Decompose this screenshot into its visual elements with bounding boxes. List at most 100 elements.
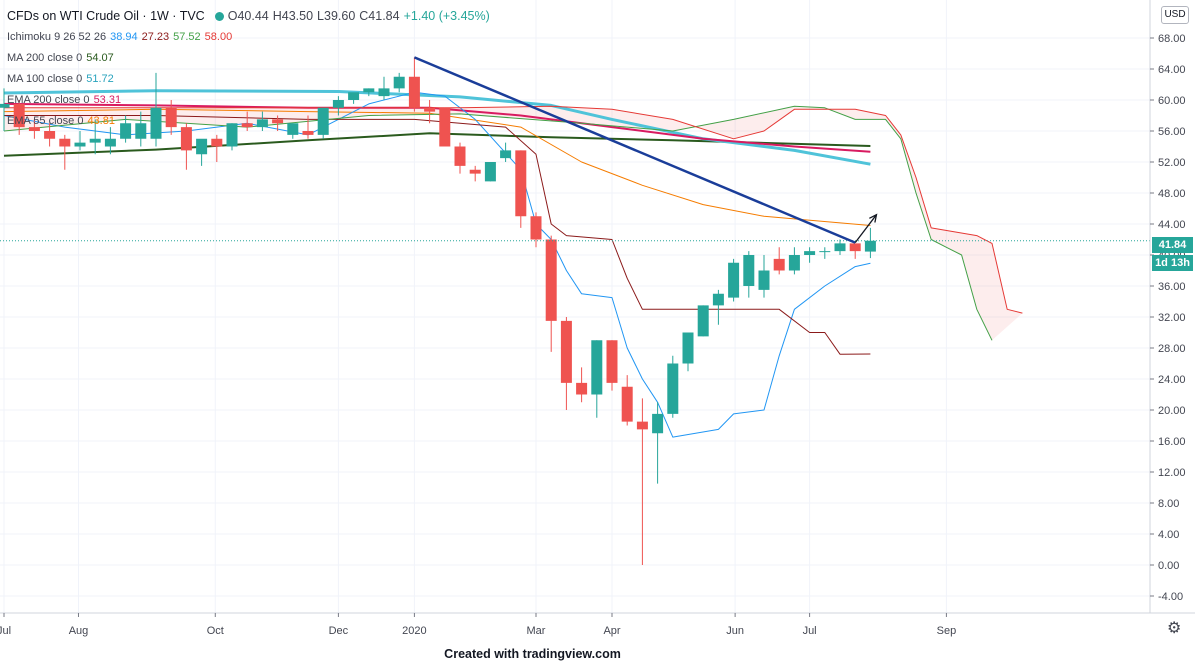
candle-body [226, 123, 238, 147]
span-b-line [4, 105, 1023, 314]
candle-body [332, 100, 344, 108]
candle-body [545, 239, 557, 321]
breakout-arrow [854, 214, 877, 243]
candle-body [788, 255, 800, 271]
candle [515, 150, 527, 228]
ma100-label: MA 100 close 0 [7, 73, 83, 85]
candle-body [44, 131, 56, 139]
ma200-line [3, 132, 871, 157]
candle [667, 355, 679, 418]
candle [864, 227, 876, 259]
candle-body [530, 216, 542, 240]
ma100-line [3, 89, 871, 166]
candle-body [576, 382, 588, 395]
ema55-value: 43.81 [87, 115, 115, 127]
candle [135, 111, 147, 147]
kijun-line [4, 115, 871, 355]
candle [211, 134, 223, 162]
footer-credit: Created with tradingview.com [444, 647, 621, 661]
candle-body [211, 138, 223, 147]
plot-area [0, 0, 1150, 613]
x-tick-label: Sep [937, 625, 957, 637]
candle [241, 111, 253, 131]
ichimoku-tenkan-value: 38.94 [110, 31, 138, 43]
bar-countdown-tag: 1d 13h [1152, 255, 1193, 271]
candle-body [180, 127, 192, 151]
ema55-label: EMA 55 close 0 [7, 115, 84, 127]
ohlc-open: O40.44 [227, 9, 269, 23]
span-a-line [3, 105, 993, 341]
legend-ma200[interactable]: MA 200 close 0 54.07 [7, 51, 118, 65]
y-tick-label: 0.00 [1158, 560, 1179, 572]
candle-body [758, 270, 770, 290]
y-tick-label: -4.00 [1158, 591, 1183, 603]
candle-body [363, 88, 375, 93]
legend-ma100[interactable]: MA 100 close 0 51.72 [7, 72, 118, 86]
symbol-title[interactable]: CFDs on WTI Crude Oil · 1W · TVC [7, 9, 205, 23]
ema200-label: EMA 200 close 0 [7, 94, 90, 106]
y-tick-label: 56.00 [1158, 126, 1186, 138]
y-tick-label: 16.00 [1158, 436, 1186, 448]
legend-title-row: CFDs on WTI Crude Oil · 1W · TVC O40.44 H4… [7, 9, 494, 23]
candle-body [849, 243, 861, 252]
candle [849, 243, 861, 259]
gear-icon[interactable]: ⚙ [1167, 620, 1182, 637]
candle-body [74, 142, 86, 147]
ma100-value: 51.72 [86, 73, 114, 85]
candle-body [0, 103, 10, 108]
candle-body [515, 150, 527, 217]
candle-body [743, 255, 755, 286]
candle [348, 92, 360, 104]
candle-body [773, 258, 785, 271]
candle [697, 305, 709, 337]
currency-button[interactable]: USD [1161, 6, 1189, 24]
legend-ema200[interactable]: EMA 200 close 0 53.31 [7, 93, 125, 107]
candle-body [150, 107, 162, 139]
candle-body [89, 138, 101, 143]
candle [424, 100, 436, 124]
candle [74, 131, 86, 151]
candle [621, 375, 633, 426]
y-tick-label: 4.00 [1158, 529, 1179, 541]
candle-body [728, 262, 740, 298]
candle [560, 317, 572, 410]
ichimoku-label: Ichimoku 9 26 52 26 [7, 31, 107, 43]
candle-body [348, 92, 360, 100]
ema55-line [3, 108, 871, 226]
legend-ichimoku[interactable]: Ichimoku 9 26 52 26 38.94 27.23 57.52 58.00 [7, 30, 236, 44]
candle-body [120, 123, 132, 139]
candle-body [378, 88, 390, 97]
market-open-dot [214, 12, 224, 21]
candle-body [712, 293, 724, 306]
candle-body [272, 119, 284, 124]
y-tick-label: 36.00 [1158, 281, 1186, 293]
y-tick-label: 64.00 [1158, 64, 1186, 76]
y-tick-label: 8.00 [1158, 498, 1179, 510]
candle-body [196, 138, 208, 155]
candle-body [104, 138, 116, 147]
x-tick-label: Dec [329, 625, 349, 637]
candle [804, 247, 816, 263]
candle [773, 247, 785, 275]
candle [606, 340, 618, 391]
candle-body [302, 131, 314, 135]
candle [469, 165, 481, 182]
breakout-arrow-head [869, 213, 878, 223]
candle-body [165, 107, 177, 128]
candle-body [819, 251, 831, 253]
candle-body [135, 123, 147, 139]
ichimoku-spanb-value: 58.00 [204, 31, 233, 43]
y-tick-label: 20.00 [1158, 405, 1186, 417]
x-tick-label: Jul [0, 625, 11, 637]
legend-ema55[interactable]: EMA 55 close 0 43.81 [7, 114, 119, 128]
candle [180, 123, 192, 170]
candle-body [484, 162, 496, 182]
candle-body [59, 138, 71, 147]
ema200-value: 53.31 [93, 94, 122, 106]
candle-body [804, 251, 816, 255]
candle-body [393, 76, 405, 89]
ohlc-low: L39.60 [317, 9, 356, 23]
candle [454, 142, 466, 174]
candle [0, 88, 10, 131]
